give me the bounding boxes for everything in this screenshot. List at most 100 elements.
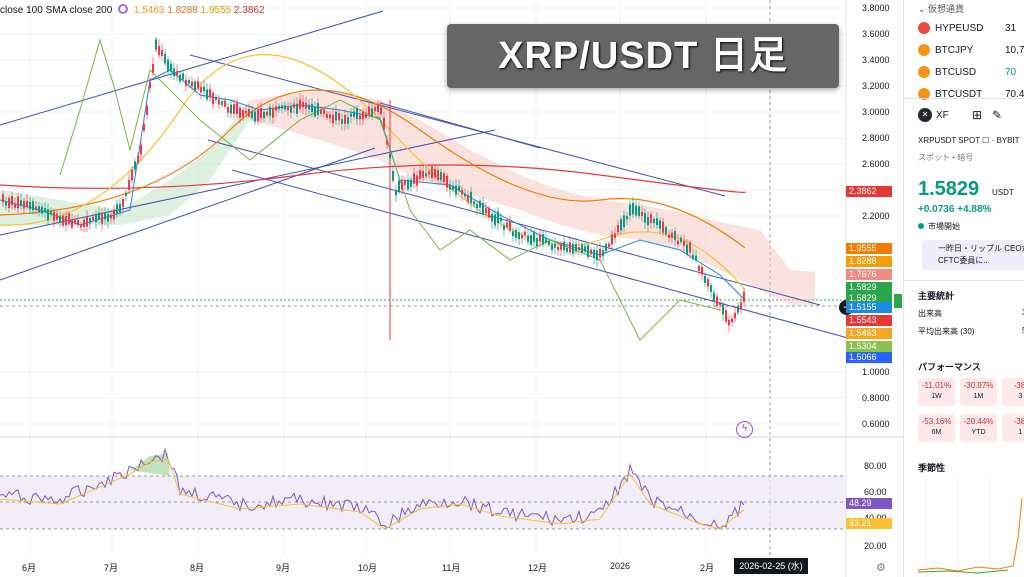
candle [221,101,223,106]
candle [740,302,742,310]
performance-item[interactable]: -53.16% 6M [918,414,955,442]
month-label: 10月 [358,563,378,573]
candle [170,63,172,72]
candle [557,246,559,251]
news-card[interactable]: 一昨日・リップル CEOがCFTC委員に... [922,240,1024,270]
candle [497,211,499,224]
candle [491,214,493,222]
price-tag: 1.5066 [846,352,892,363]
rsi-tag: 33.21 [846,518,892,529]
watchlist-header[interactable]: ⌄ 仮想通貨 [918,4,965,14]
candle [74,219,76,224]
price-tag: 1.5155 [846,302,892,313]
legend-value-2: 1.8288 [167,5,198,16]
watchlist-item[interactable]: HYPEUSD 31 [918,18,1024,38]
candle [419,170,421,180]
price-axis-label: 2.6000 [862,159,890,169]
candle [626,216,628,220]
market-status: 市場開始 [918,221,960,232]
candle [188,80,190,84]
price-chart[interactable] [0,0,903,577]
candle [53,211,55,221]
candle [545,238,547,243]
symbol-header[interactable]: ✕ XF [918,108,949,122]
price-tag: 1.7676 [846,269,892,280]
candle [89,218,91,224]
candle [65,215,67,226]
candle [716,296,718,306]
candle [485,208,487,214]
candle [263,111,265,119]
performance-pct: -30.97% [963,381,994,390]
performance-item[interactable]: -38. 1 [1002,414,1024,442]
candle [443,173,445,182]
watchlist-item[interactable]: BTCUSD 70 [918,62,1024,82]
candle [152,63,154,73]
candle [473,201,475,205]
watchlist-item[interactable]: BTCUSDT 70.4 [918,84,1024,104]
candle [425,173,427,177]
candle [68,213,70,224]
candle [506,222,508,228]
symbol-short: XF [936,109,949,121]
watchlist-symbol: HYPEUSD [935,22,984,34]
candle [323,109,325,114]
price-axis-label: 0.6000 [862,419,890,429]
performance-item[interactable]: -11.01% 1W [918,378,955,406]
candle [467,195,469,203]
candle [470,191,472,204]
candle [656,218,658,226]
lightning-icon[interactable]: ϟ [736,421,753,438]
divider [904,280,1024,281]
status-dot [918,223,924,229]
coin-icon [918,44,930,56]
layout-icons[interactable]: ⊞ ✎ [972,108,1003,122]
candle [299,99,301,109]
candle [548,240,550,246]
symbol-exchange[interactable]: XRPUSDT SPOT ☐ · BYBIT [918,136,1020,145]
candle [734,312,736,319]
candle [242,110,244,118]
price-axis-label: 3.4000 [862,55,890,65]
watchlist-price: 70 [1005,66,1017,78]
performance-item[interactable]: -20.44% YTD [960,414,997,442]
candle [521,235,523,239]
candle [602,250,604,257]
performance-item[interactable]: -38. 3 [1002,378,1024,406]
price-tag: 1.5829 [846,282,892,293]
candle [353,111,355,117]
rsi-axis-label: 60.00 [864,487,887,497]
price-axis-label: 3.8000 [862,3,890,13]
candle [551,244,553,250]
candle [17,196,19,209]
candle [101,212,103,224]
candle [449,184,451,190]
candle [572,243,574,254]
settings-icon[interactable]: ⚙ [876,562,886,574]
candle [125,192,127,196]
candle [380,107,382,115]
chart-area[interactable]: close 100 SMA close 200 1.5463 1.8288 1.… [0,0,903,577]
candle [140,144,142,155]
candle [200,86,202,93]
legend-prefix: close 100 SMA close 200 [0,5,113,16]
candle [554,243,556,248]
watchlist-symbol: BTCUSDT [935,88,983,100]
watchlist-item[interactable]: BTCJPY 10,771 [918,40,1024,60]
candle [395,189,397,196]
candle [671,232,673,238]
candle [392,170,394,181]
candle [347,117,349,124]
indicator-legend[interactable]: close 100 SMA close 200 1.5463 1.8288 1.… [0,4,265,16]
performance-item[interactable]: -30.97% 1M [960,378,997,406]
candle [500,217,502,222]
candle [410,179,412,187]
candle [608,243,610,248]
market-status-label: 市場開始 [928,222,960,231]
candle [596,250,598,261]
candle [314,106,316,117]
candle [422,171,424,178]
candle [488,207,490,218]
candle [116,204,118,214]
watchlist-price: 10,771 [1005,44,1024,56]
